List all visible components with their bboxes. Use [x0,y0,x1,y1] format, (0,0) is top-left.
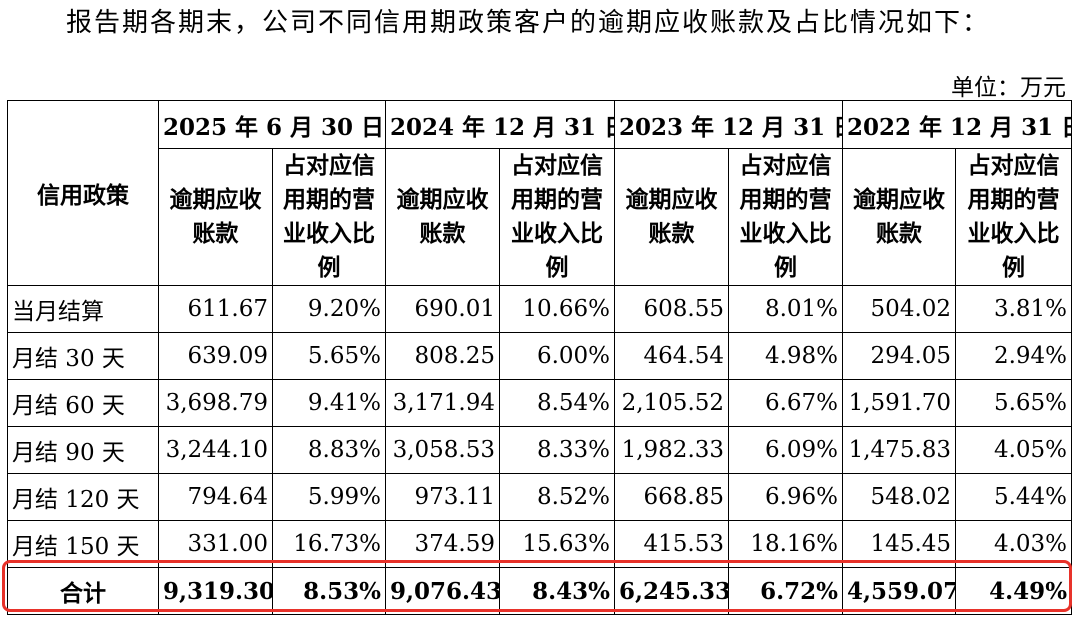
revenue-ratio-cell: 8.83% [272,426,386,474]
policy-name-cell: 月结 30 天 [7,332,159,380]
overdue-amount-cell: 794.64 [158,473,273,521]
revenue-ratio-cell: 8.33% [498,426,616,474]
ratio-header: 占对应信用期的营业收入比例 [498,148,616,286]
policy-name-cell: 月结 60 天 [7,379,159,427]
overdue-amount-cell: 331.00 [158,520,273,568]
overdue-amount-cell: 808.25 [385,332,500,380]
revenue-ratio-cell: 4.03% [955,520,1073,568]
total-ratio-cell: 8.53% [272,567,386,615]
period-header-row: 信用政策 2025 年 6 月 30 日 2024 年 12 月 31 日 20… [7,100,1073,286]
overdue-amount-cell: 1,475.83 [842,426,957,474]
policy-name-cell: 月结 150 天 [7,520,159,568]
period-header: 2025 年 6 月 30 日 [158,100,386,149]
overdue-amount-cell: 415.53 [614,520,730,568]
revenue-ratio-cell: 5.44% [955,473,1073,521]
revenue-ratio-cell: 10.66% [498,285,616,333]
overdue-amount-cell: 973.11 [385,473,500,521]
revenue-ratio-cell: 2.94% [955,332,1073,380]
revenue-ratio-cell: 8.52% [498,473,616,521]
overdue-receivables-table: 信用政策 2025 年 6 月 30 日 2024 年 12 月 31 日 20… [7,100,1073,615]
overdue-amount-cell: 548.02 [842,473,957,521]
total-ratio-cell: 4.49% [955,567,1073,615]
total-label-cell: 合计 [7,567,159,615]
overdue-amount-cell: 1,982.33 [614,426,730,474]
revenue-ratio-cell: 5.99% [272,473,386,521]
policy-header: 信用政策 [7,100,159,286]
revenue-ratio-cell: 3.81% [955,285,1073,333]
revenue-ratio-cell: 9.20% [272,285,386,333]
overdue-amount-cell: 3,244.10 [158,426,273,474]
revenue-ratio-cell: 6.96% [728,473,844,521]
revenue-ratio-cell: 5.65% [955,379,1073,427]
overdue-header: 逾期应收账款 [158,148,273,286]
total-overdue-cell: 4,559.07 [842,567,957,615]
unit-label: 单位：万元 [951,75,1066,101]
ratio-header: 占对应信用期的营业收入比例 [272,148,386,286]
revenue-ratio-cell: 6.00% [498,332,616,380]
revenue-ratio-cell: 8.01% [728,285,844,333]
table-row: 月结 90 天 3,244.10 8.83% 3,058.53 8.33% 1,982.3… [7,426,1073,474]
revenue-ratio-cell: 4.05% [955,426,1073,474]
overdue-amount-cell: 3,698.79 [158,379,273,427]
policy-name-cell: 当月结算 [7,285,159,333]
revenue-ratio-cell: 15.63% [498,520,616,568]
overdue-amount-cell: 145.45 [842,520,957,568]
overdue-amount-cell: 608.55 [614,285,730,333]
overdue-amount-cell: 668.85 [614,473,730,521]
total-row: 合计 9,319.30 8.53% 9,076.43 8.43% 6,245.33 6.72… [7,567,1073,615]
overdue-amount-cell: 294.05 [842,332,957,380]
overdue-amount-cell: 611.67 [158,285,273,333]
overdue-amount-cell: 2,105.52 [614,379,730,427]
table-row: 月结 60 天 3,698.79 9.41% 3,171.94 8.54% 2,105.5… [7,379,1073,427]
overdue-amount-cell: 504.02 [842,285,957,333]
overdue-amount-cell: 690.01 [385,285,500,333]
total-ratio-cell: 6.72% [728,567,844,615]
total-ratio-cell: 8.43% [498,567,616,615]
total-overdue-cell: 9,076.43 [385,567,500,615]
table-body: 当月结算 611.67 9.20% 690.01 10.66% 608.55 8.01% 50… [7,285,1073,615]
ratio-header: 占对应信用期的营业收入比例 [728,148,844,286]
table-row: 月结 150 天 331.00 16.73% 374.59 15.63% 415.53 18… [7,520,1073,568]
overdue-amount-cell: 464.54 [614,332,730,380]
revenue-ratio-cell: 9.41% [272,379,386,427]
ratio-header: 占对应信用期的营业收入比例 [955,148,1073,286]
overdue-amount-cell: 639.09 [158,332,273,380]
revenue-ratio-cell: 4.98% [728,332,844,380]
intro-text: 报告期各期末，公司不同信用期政策客户的逾期应收账款及占比情况如下： [66,8,991,38]
policy-name-cell: 月结 90 天 [7,426,159,474]
overdue-amount-cell: 374.59 [385,520,500,568]
policy-name-cell: 月结 120 天 [7,473,159,521]
overdue-header: 逾期应收账款 [842,148,957,286]
overdue-amount-cell: 3,171.94 [385,379,500,427]
revenue-ratio-cell: 5.65% [272,332,386,380]
revenue-ratio-cell: 18.16% [728,520,844,568]
overdue-header: 逾期应收账款 [614,148,730,286]
total-overdue-cell: 6,245.33 [614,567,730,615]
revenue-ratio-cell: 6.09% [728,426,844,474]
table-row: 当月结算 611.67 9.20% 690.01 10.66% 608.55 8.01% 50… [7,285,1073,333]
period-header: 2023 年 12 月 31 日 [614,100,844,149]
revenue-ratio-cell: 6.67% [728,379,844,427]
revenue-ratio-cell: 8.54% [498,379,616,427]
revenue-ratio-cell: 16.73% [272,520,386,568]
metric-header-row: 逾期应收账款 占对应信用期的营业收入比例 逾期应收账款 占对应信用期的营业收入比… [8,148,1073,286]
overdue-amount-cell: 3,058.53 [385,426,500,474]
period-header: 2024 年 12 月 31 日 [384,100,616,149]
overdue-amount-cell: 1,591.70 [842,379,957,427]
overdue-header: 逾期应收账款 [385,148,500,286]
table-row: 月结 30 天 639.09 5.65% 808.25 6.00% 464.54 4.98%… [7,332,1073,380]
table-row: 月结 120 天 794.64 5.99% 973.11 8.52% 668.85 6.96… [7,473,1073,521]
period-header: 2022 年 12 月 31 日 [842,100,1073,149]
total-overdue-cell: 9,319.30 [158,567,273,615]
